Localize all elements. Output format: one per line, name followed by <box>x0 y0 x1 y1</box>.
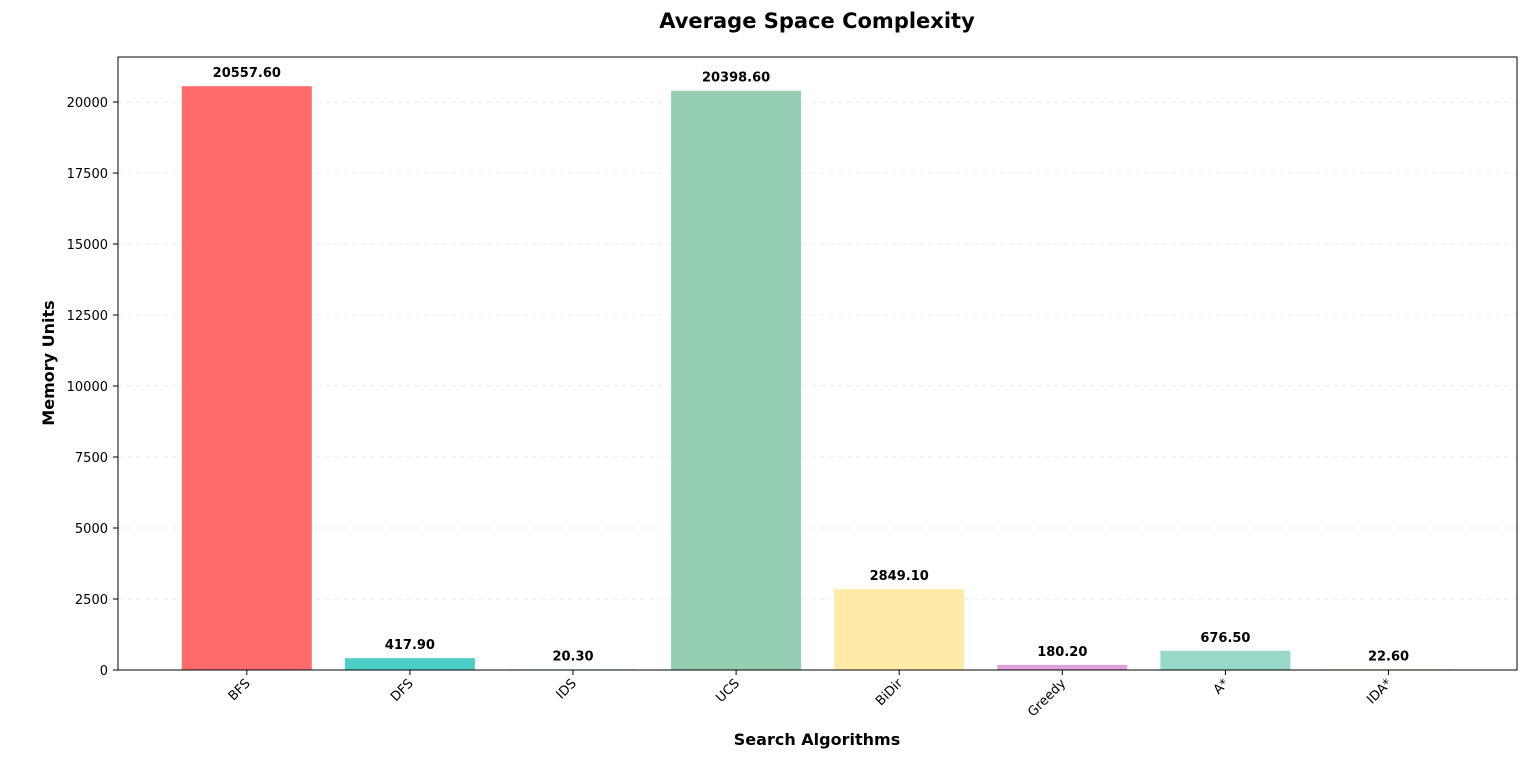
y-tick-label: 12500 <box>67 309 108 324</box>
data-label: 20557.60 <box>213 66 281 81</box>
data-label: 2849.10 <box>870 569 929 584</box>
y-tick-label: 2500 <box>75 593 108 608</box>
data-label: 20.30 <box>552 649 593 664</box>
x-axis-ticks: BFS DFS IDS UCS BiDir Greedy A* IDA* <box>226 670 1396 720</box>
x-tick-label: BiDir <box>873 676 906 709</box>
data-label: 417.90 <box>385 638 435 653</box>
x-tick-label: IDA* <box>1364 676 1395 707</box>
y-tick-label: 15000 <box>67 238 108 253</box>
grid-lines <box>118 101 1517 671</box>
data-label: 22.60 <box>1368 649 1409 664</box>
y-axis-label: Memory Units <box>39 300 58 425</box>
data-label: 676.50 <box>1200 631 1250 646</box>
x-tick-label: BFS <box>226 676 254 704</box>
bar-bfs <box>181 86 312 670</box>
y-tick-label: 7500 <box>75 451 108 466</box>
bar-a <box>1160 650 1291 670</box>
x-axis-label: Search Algorithms <box>734 730 900 749</box>
y-axis-ticks: 0 2500 5000 7500 10000 12500 15000 17500 20000 <box>67 96 118 679</box>
bar-greedy <box>997 664 1128 670</box>
data-label: 20398.60 <box>702 71 770 86</box>
y-tick-label: 5000 <box>75 522 108 537</box>
y-tick-label: 0 <box>100 664 108 679</box>
x-tick-label: DFS <box>388 676 417 705</box>
data-labels: 20557.60 417.90 20.30 20398.60 2849.10 180.20… <box>213 66 1409 664</box>
bar-bidir <box>834 589 965 670</box>
x-tick-label: IDS <box>554 676 580 702</box>
x-tick-label: UCS <box>713 676 743 706</box>
bar-ucs <box>671 90 802 670</box>
data-label: 180.20 <box>1037 645 1087 660</box>
x-tick-label: A* <box>1211 676 1233 698</box>
bar-dfs <box>344 658 475 670</box>
plot-frame <box>117 56 1518 671</box>
bars <box>181 86 1454 670</box>
y-tick-label: 10000 <box>67 380 108 395</box>
y-tick-label: 17500 <box>67 167 108 182</box>
x-tick-label: Greedy <box>1025 676 1069 720</box>
chart-title: Average Space Complexity <box>659 9 975 33</box>
y-tick-label: 20000 <box>67 96 108 111</box>
